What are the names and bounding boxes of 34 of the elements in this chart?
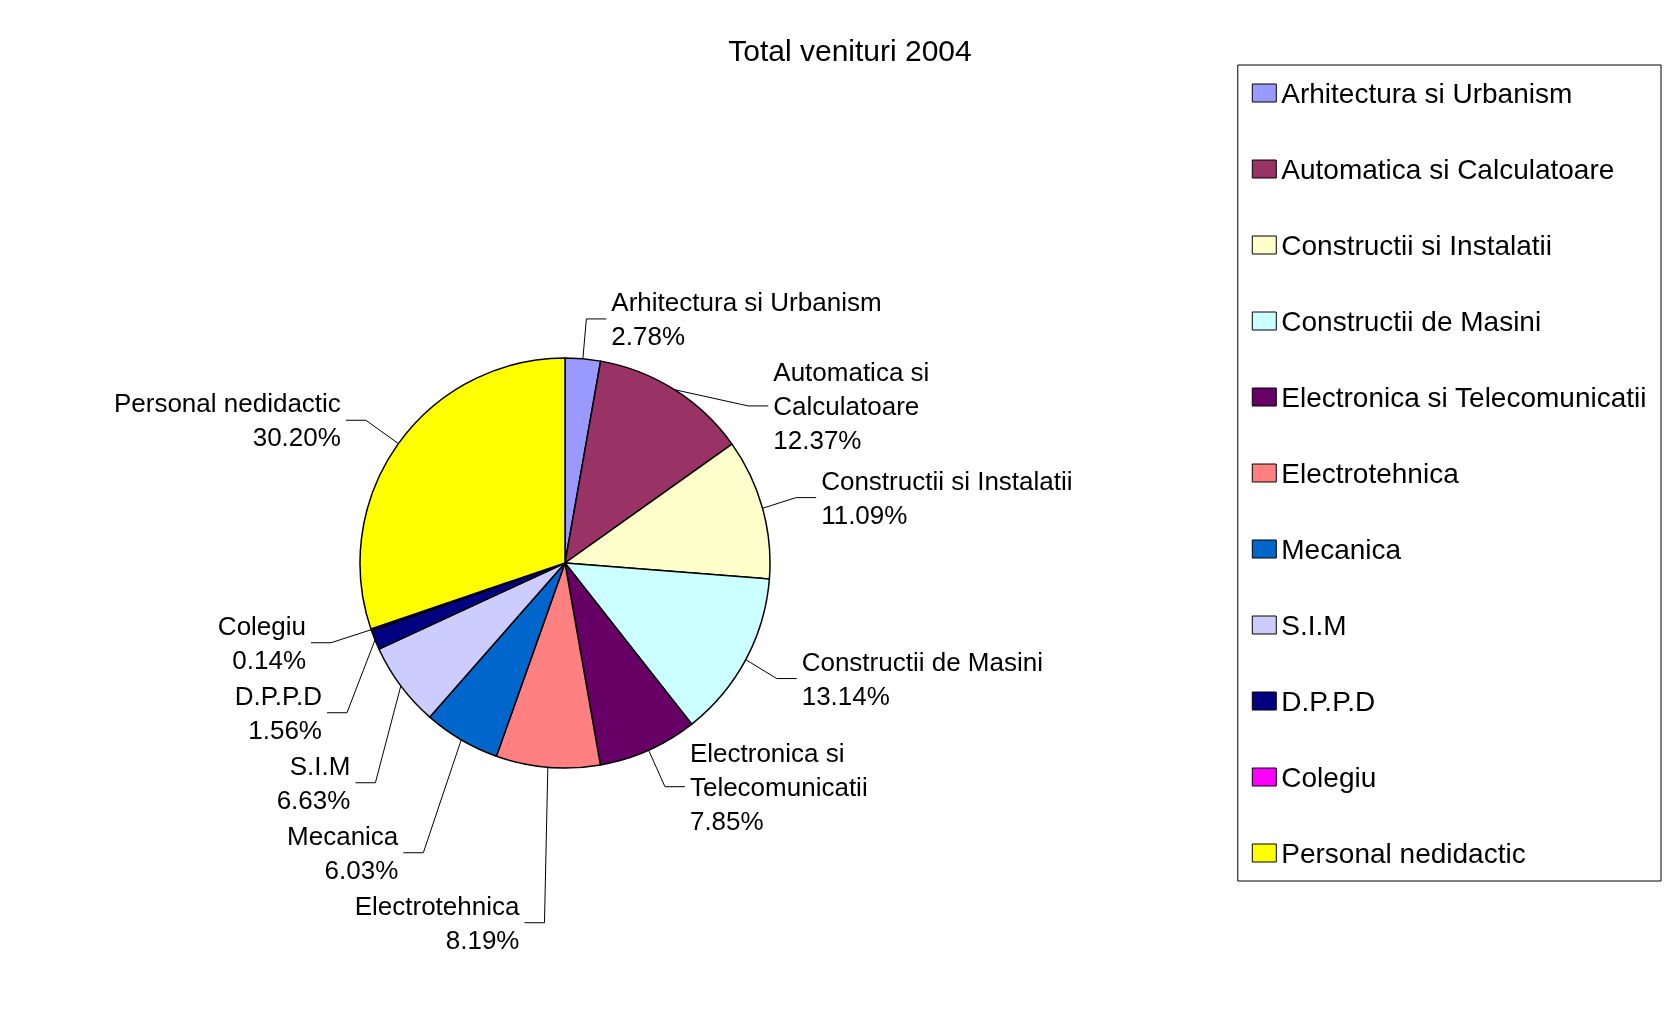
slice-label: Arhitectura si Urbanism [611, 286, 882, 317]
legend-label: Electronica si Telecomunicatii [1281, 381, 1647, 413]
legend-label: Mecanica [1281, 533, 1402, 565]
slice-label: Mecanica [287, 820, 399, 851]
slice-label: D.P.P.D [234, 680, 322, 711]
data-label: 8.19% [445, 924, 520, 955]
legend-label: Colegiu [1281, 761, 1377, 793]
data-label: 6.63% [276, 784, 351, 815]
slice-label: Electrotehnica [354, 890, 520, 921]
data-label: 12.37% [773, 424, 862, 455]
data-label: 13.14% [801, 680, 890, 711]
data-label: 7.85% [689, 805, 764, 836]
slice-label: Constructii de Masini [801, 646, 1043, 677]
legend-label: Electrotehnica [1281, 457, 1460, 489]
chart-title: Total venituri 2004 [728, 33, 972, 67]
slice-label: Automatica si Calculatoare [773, 356, 937, 421]
data-label: 30.20% [252, 422, 341, 453]
legend-label: D.P.P.D [1281, 685, 1376, 717]
data-label: 0.14% [232, 644, 307, 675]
slice-label: Personal nedidactic [113, 388, 341, 419]
legend-label: Constructii de Masini [1281, 305, 1542, 337]
data-label: 11.09% [821, 499, 908, 530]
data-label: 2.78% [611, 320, 686, 351]
data-label: 6.03% [324, 854, 399, 885]
data-label: 1.56% [248, 714, 322, 745]
legend-label: S.I.M [1281, 609, 1347, 641]
legend-label: Constructii si Instalatii [1281, 229, 1553, 261]
slice-label: Constructii si Instalatii [821, 465, 1073, 496]
legend-label: Personal nedidactic [1281, 837, 1526, 869]
slice-label: S.I.M [289, 750, 351, 781]
legend-label: Arhitectura si Urbanism [1281, 77, 1573, 109]
slice-label: Electronica si Telecomunicatii [689, 737, 868, 802]
slice-label: Colegiu [217, 610, 307, 641]
legend-label: Automatica si Calculatoare [1281, 153, 1615, 185]
